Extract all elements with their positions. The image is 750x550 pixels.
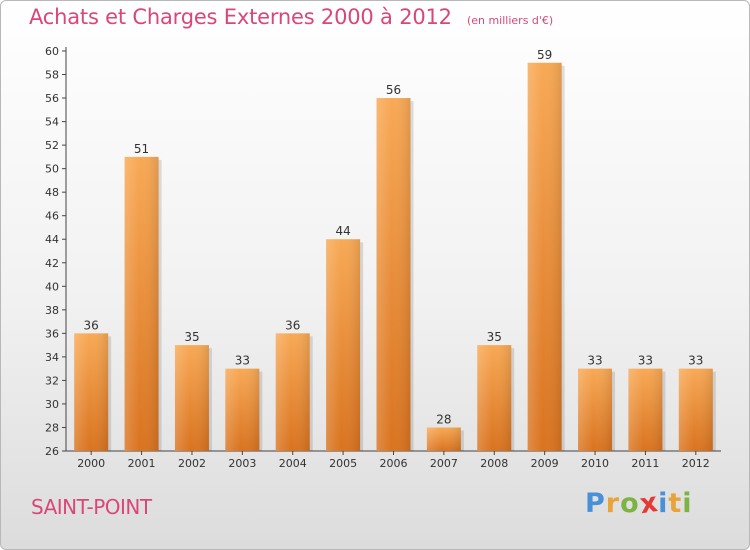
y-tick-label: 54 [45,116,59,129]
chart-title-block: Achats et Charges Externes 2000 à 2012 (… [29,5,553,29]
data-label: 33 [688,354,703,368]
x-tick-label: 2006 [380,457,408,470]
chart-subtitle: (en milliers d'€) [466,14,554,27]
bar-highlight [477,345,512,451]
logo-letter: x [637,486,661,521]
x-tick-label: 2002 [178,457,206,470]
logo-letter: P [585,488,606,519]
y-tick-label: 50 [45,163,59,176]
logo-letter: o [620,488,640,519]
data-label: 33 [587,354,602,368]
data-label: 33 [235,354,250,368]
data-label: 35 [184,330,199,344]
y-tick-label: 40 [45,280,59,293]
logo-letter: r [605,488,621,519]
x-tick-label: 2011 [631,457,659,470]
value-labels: 36 51 35 33 36 44 56 28 35 59 33 33 33 [84,48,704,427]
y-tick-label: 42 [45,257,59,270]
data-label: 35 [487,330,502,344]
proxiti-logo: Proxiti [585,486,693,521]
bar-highlight [376,98,411,451]
logo-letter: i [682,488,693,519]
bar-highlight [225,368,260,451]
y-tick-label: 36 [45,327,59,340]
bar-highlight [527,62,562,451]
y-tick-label: 26 [45,445,59,458]
data-label: 44 [335,224,350,238]
x-tick-label: 2000 [77,457,105,470]
place-name: SAINT-POINT [31,495,152,519]
bar-highlight [275,333,310,451]
data-label: 59 [537,48,552,62]
data-label: 36 [84,318,99,332]
bar-highlight [628,368,663,451]
x-tick-label: 2004 [279,457,307,470]
bar-highlight [426,427,461,451]
x-tick-label: 2003 [228,457,256,470]
y-tick-label: 52 [45,139,59,152]
bar-highlight [326,239,361,451]
y-tick-label: 34 [45,351,59,364]
x-tick-label: 2010 [581,457,609,470]
x-tick-label: 2005 [329,457,357,470]
logo-letter: i [658,488,669,519]
bars [74,62,716,451]
axes: 26 28 30 32 34 36 38 40 42 44 46 48 50 52 54 56 58 60 2000… [45,45,721,470]
bar-highlight [174,345,209,451]
data-label: 56 [386,83,401,97]
y-tick-label: 32 [45,374,59,387]
y-tick-label: 46 [45,210,59,223]
data-label: 36 [285,318,300,332]
x-tick-label: 2001 [128,457,156,470]
data-label: 28 [436,412,451,426]
logo-letter: t [668,488,683,519]
data-label: 51 [134,142,149,156]
x-tick-label: 2007 [430,457,458,470]
y-tick-label: 30 [45,398,59,411]
y-tick-label: 58 [45,69,59,82]
y-tick-label: 38 [45,304,59,317]
bar-highlight [678,368,713,451]
chart-title: Achats et Charges Externes 2000 à 2012 [29,5,452,29]
bar-highlight [74,333,109,451]
x-tick-label: 2012 [682,457,710,470]
data-label: 33 [638,354,653,368]
y-tick-label: 60 [45,45,59,58]
x-tick-label: 2008 [480,457,508,470]
y-tick-label: 28 [45,421,59,434]
x-tick-label: 2009 [531,457,559,470]
y-tick-label: 44 [45,233,59,246]
bar-highlight [578,368,613,451]
bar-highlight [124,156,159,451]
y-tick-label: 48 [45,186,59,199]
y-tick-label: 56 [45,92,59,105]
